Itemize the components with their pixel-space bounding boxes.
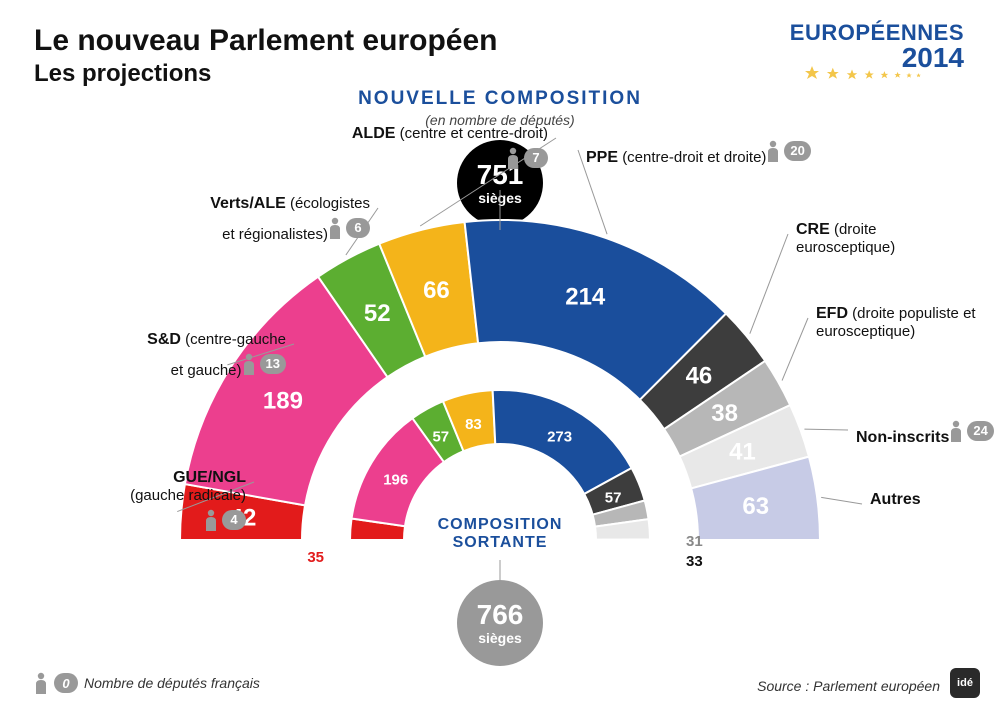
arc-label-cre: 57	[605, 489, 622, 506]
anno-name-verts: Verts/ALE	[210, 195, 286, 212]
anno-name-gue: GUE/NGL	[173, 469, 246, 486]
annotation-sd: S&D (centre-gauche et gauche)13	[146, 330, 286, 380]
stars-svg	[804, 64, 964, 86]
anno-name-alde: ALDE	[352, 125, 396, 142]
chart-title-main: NOUVELLE COMPOSITION	[358, 88, 642, 110]
infographic-container: Le nouveau Parlement européen Les projec…	[0, 0, 1000, 712]
arc-label-ni: 41	[729, 439, 756, 466]
annotation-ni: Non-inscrits24	[856, 416, 1000, 447]
arc-label-efd: 38	[711, 400, 738, 427]
anno-name-autres: Autres	[870, 491, 921, 508]
anno-name-sd: S&D	[147, 331, 181, 348]
leader-efd	[782, 318, 808, 381]
arc-label-autres: 63	[742, 493, 769, 520]
leader-autres	[821, 497, 862, 504]
arc-label-alde: 83	[465, 416, 482, 433]
anno-french-gue: 4	[204, 509, 246, 531]
inner-outlabel-ni: 33	[686, 553, 703, 570]
anno-name-efd: EFD	[816, 305, 848, 322]
legend: 0 Nombre de députés français	[34, 672, 260, 694]
anno-french-alde: 7	[506, 147, 548, 169]
arc-label-sd: 189	[263, 388, 303, 415]
chart-title: NOUVELLE COMPOSITION (en nombre de déput…	[358, 88, 642, 128]
anno-desc-ppe: (centre-droit et droite)	[622, 149, 766, 166]
annotation-autres: Autres	[870, 490, 990, 509]
annotation-verts: Verts/ALE (écologistes et régionalistes)…	[210, 194, 370, 244]
person-icon	[34, 672, 48, 694]
anno-desc-alde: (centre et centre-droit)	[400, 125, 548, 142]
anno-name-ni: Non-inscrits	[856, 429, 949, 446]
anno-french-verts: 6	[328, 217, 370, 239]
anno-name-cre: CRE	[796, 221, 830, 238]
arc-label-ppe: 214	[565, 283, 606, 310]
inner-seats-label: sièges	[478, 631, 522, 645]
annotation-alde: ALDE (centre et centre-droit) 7	[348, 124, 548, 174]
inner-outlabel-efd: 31	[686, 533, 703, 550]
anno-french-ppe: 20	[766, 140, 810, 162]
anno-desc-gue: (gauche radicale)	[130, 487, 246, 504]
annotation-gue: GUE/NGL (gauche radicale) 4	[126, 468, 246, 536]
source-text: Source : Parlement européen	[757, 678, 940, 694]
anno-french-sd: 13	[242, 353, 286, 375]
legend-text: Nombre de députés français	[84, 675, 260, 691]
annotation-efd: EFD (droite populiste et eurosceptique)	[816, 304, 986, 341]
anno-name-ppe: PPE	[586, 149, 618, 166]
arc-label-alde: 66	[423, 277, 450, 304]
event-logo: EUROPÉENNES 2014	[790, 20, 964, 82]
inner-seats-value: 766	[477, 601, 524, 629]
leader-ni	[804, 429, 848, 430]
inner-outlabel-gue: 35	[307, 549, 324, 566]
arc-label-verts: 57	[432, 428, 449, 445]
arc-label-cre: 46	[686, 363, 713, 390]
annotation-ppe: PPE (centre-droit et droite)20	[586, 136, 846, 167]
anno-french-ni: 24	[949, 420, 993, 442]
annotation-cre: CRE (droite eurosceptique)	[796, 220, 966, 257]
legend-badge: 0	[54, 673, 78, 693]
publisher-logo: idé	[950, 668, 980, 698]
logo-stars	[790, 70, 964, 82]
arc-label-sd: 196	[383, 472, 408, 489]
arc-label-verts: 52	[364, 300, 391, 327]
arc-label-ppe: 273	[547, 429, 572, 446]
leader-cre	[750, 234, 788, 334]
